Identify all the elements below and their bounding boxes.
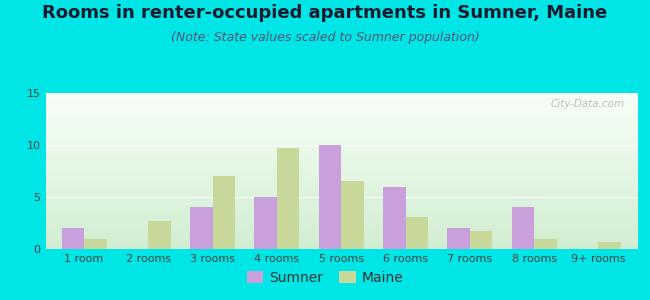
Bar <box>341 182 364 249</box>
Bar <box>512 207 534 249</box>
Text: Rooms in renter-occupied apartments in Sumner, Maine: Rooms in renter-occupied apartments in S… <box>42 4 608 22</box>
Bar <box>470 231 492 249</box>
Bar <box>190 207 213 249</box>
Bar <box>148 221 171 249</box>
Bar <box>447 228 470 249</box>
Legend: Sumner, Maine: Sumner, Maine <box>241 265 409 290</box>
Bar <box>534 238 556 249</box>
Bar <box>599 242 621 249</box>
Bar <box>84 238 107 249</box>
Text: City-Data.com: City-Data.com <box>551 99 625 109</box>
Bar <box>62 228 84 249</box>
Text: (Note: State values scaled to Sumner population): (Note: State values scaled to Sumner pop… <box>170 32 480 44</box>
Bar <box>254 197 277 249</box>
Bar <box>213 176 235 249</box>
Bar <box>277 148 300 249</box>
Bar <box>406 217 428 249</box>
Bar <box>383 187 406 249</box>
Bar <box>318 145 341 249</box>
